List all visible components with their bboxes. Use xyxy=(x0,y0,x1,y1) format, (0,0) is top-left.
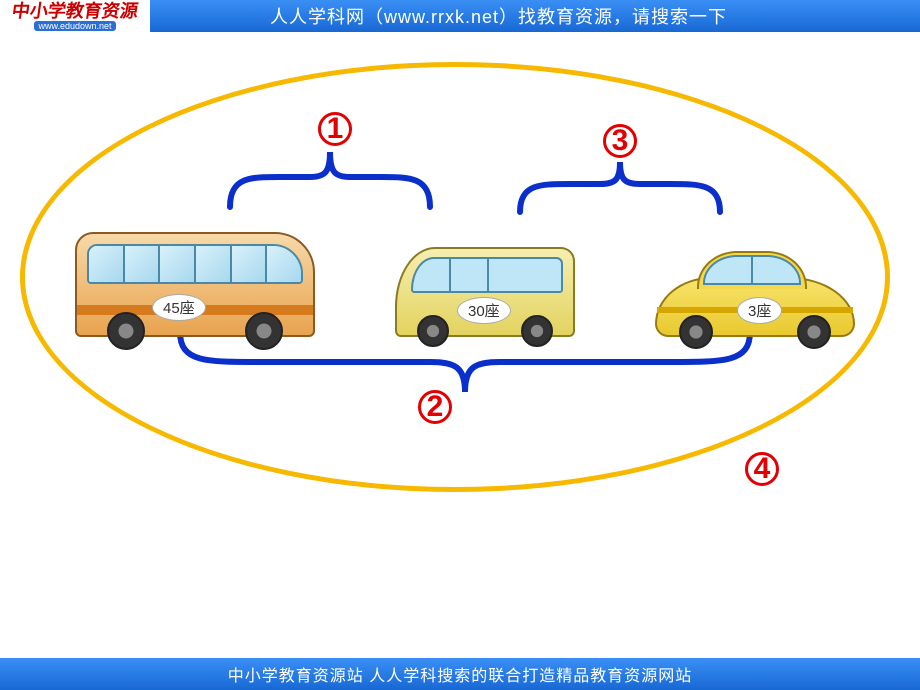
diagram-content: 1 3 2 4 45座 xyxy=(0,32,920,658)
car: 3座 xyxy=(655,277,855,337)
vehicle-row: 45座 30座 3座 xyxy=(75,207,855,347)
bus: 45座 xyxy=(75,232,315,337)
logo-script: 中小学教育资源 xyxy=(11,2,140,20)
car-seat-label: 3座 xyxy=(737,297,782,324)
label-1: 1 xyxy=(318,112,352,146)
bus-seat-label: 45座 xyxy=(152,294,206,321)
logo-url: www.edudown.net xyxy=(34,21,115,31)
label-4: 4 xyxy=(745,452,779,486)
van: 30座 xyxy=(395,247,575,337)
logo-box: 中小学教育资源 www.edudown.net xyxy=(0,0,150,32)
label-3: 3 xyxy=(603,124,637,158)
label-2: 2 xyxy=(418,390,452,424)
top-banner: 中小学教育资源 www.edudown.net 人人学科网（www.rrxk.n… xyxy=(0,0,920,32)
van-seat-label: 30座 xyxy=(457,297,511,324)
top-banner-text: 人人学科网（www.rrxk.net）找教育资源，请搜索一下 xyxy=(270,3,727,29)
brace-1 xyxy=(230,152,430,207)
bottom-banner-text: 中小学教育资源站 人人学科搜索的联合打造精品教育资源网站 xyxy=(228,662,692,686)
bottom-banner: 中小学教育资源站 人人学科搜索的联合打造精品教育资源网站 xyxy=(0,658,920,690)
brace-3 xyxy=(520,162,720,212)
